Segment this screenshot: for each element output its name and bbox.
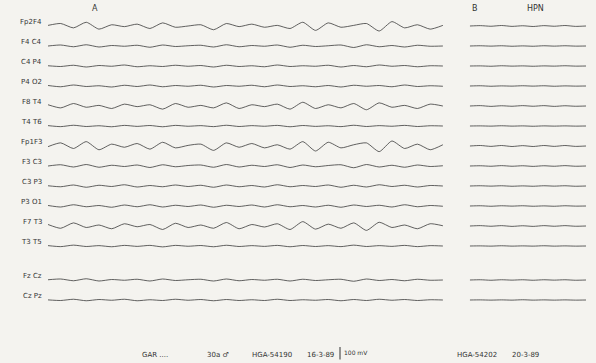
svg-text:Fp2F4: Fp2F4 — [20, 18, 42, 26]
svg-text:HPN: HPN — [527, 4, 544, 13]
svg-text:GAR ....: GAR .... — [142, 351, 168, 359]
svg-text:HGA-54202: HGA-54202 — [457, 351, 497, 359]
svg-text:F4 C4: F4 C4 — [21, 38, 42, 46]
svg-text:20-3-89: 20-3-89 — [512, 351, 539, 359]
svg-text:T3 T5: T3 T5 — [21, 238, 42, 246]
svg-text:Fp1F3: Fp1F3 — [21, 138, 42, 146]
svg-text:A: A — [92, 4, 98, 13]
svg-text:F8 T4: F8 T4 — [22, 98, 42, 106]
svg-text:Fz Cz: Fz Cz — [23, 272, 42, 280]
svg-text:C4 P4: C4 P4 — [21, 58, 42, 66]
svg-text:B: B — [472, 4, 478, 13]
svg-text:30a ♂: 30a ♂ — [207, 351, 229, 359]
svg-text:F7 T3: F7 T3 — [23, 218, 42, 226]
svg-text:100 mV: 100 mV — [344, 349, 368, 356]
svg-text:T4 T6: T4 T6 — [21, 118, 42, 126]
svg-text:P3 O1: P3 O1 — [21, 198, 42, 206]
svg-text:P4 O2: P4 O2 — [21, 78, 42, 86]
svg-text:C3 P3: C3 P3 — [22, 178, 42, 186]
svg-text:16-3-89: 16-3-89 — [307, 351, 334, 359]
svg-text:F3 C3: F3 C3 — [22, 158, 42, 166]
svg-text:HGA-54190: HGA-54190 — [252, 351, 292, 359]
svg-text:Cz Pz: Cz Pz — [23, 292, 42, 300]
